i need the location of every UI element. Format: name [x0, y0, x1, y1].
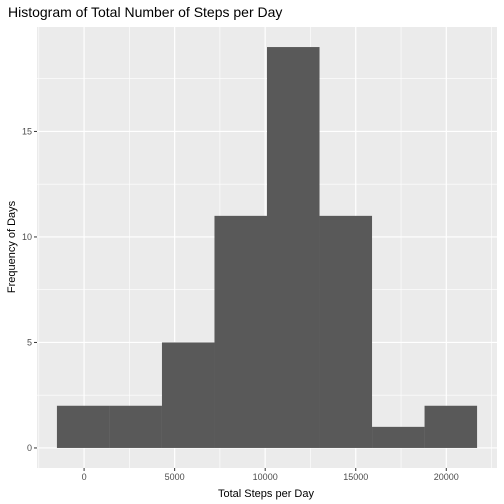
- x-tick-label: 20000: [434, 472, 459, 482]
- x-tick-label: 10000: [253, 472, 278, 482]
- x-axis-ticks: 0 5000 10000 15000 20000: [82, 468, 459, 482]
- x-tick-label: 15000: [343, 472, 368, 482]
- histogram-bar-2: [109, 405, 162, 448]
- histogram-bar-1: [56, 405, 110, 448]
- y-tick-label: 5: [27, 337, 32, 347]
- histogram-bar-5: [267, 47, 320, 448]
- histogram-bar-8: [424, 405, 478, 448]
- chart-title: Histogram of Total Number of Steps per D…: [8, 4, 282, 20]
- y-tick-label: 0: [27, 443, 32, 453]
- histogram-bar-6: [319, 215, 373, 448]
- x-axis-title: Total Steps per Day: [218, 488, 314, 500]
- y-axis-title: Frequency of Days: [6, 200, 18, 293]
- x-tick-label: 5000: [165, 472, 185, 482]
- histogram-bars: [56, 47, 478, 448]
- y-tick-label: 10: [22, 232, 32, 242]
- y-tick-label: 15: [22, 126, 32, 136]
- y-axis-ticks: 0 5 10 15: [22, 126, 37, 453]
- histogram-bar-4: [214, 215, 267, 448]
- histogram-bar-7: [372, 426, 425, 448]
- histogram-bar-3: [161, 342, 215, 448]
- x-tick-label: 0: [82, 472, 87, 482]
